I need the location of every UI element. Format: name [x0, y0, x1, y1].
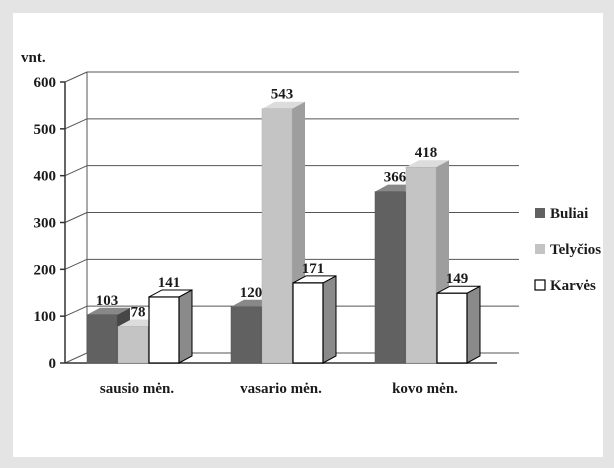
x-category-label: kovo mėn. [392, 381, 458, 397]
grid-line-diagonal [64, 258, 88, 270]
bar-front [405, 166, 437, 364]
y-tick-label: 200 [34, 262, 57, 278]
grid-line-diagonal [64, 305, 88, 317]
legend-label: Karvės [550, 278, 596, 294]
bar-top [87, 307, 130, 315]
legend-swatch [535, 208, 545, 218]
grid-line-diagonal [64, 212, 88, 223]
bar-karv-s [436, 285, 481, 364]
x-category-label: sausio mėn. [100, 381, 174, 397]
bar-front [117, 326, 149, 364]
bar-side [178, 289, 193, 364]
legend-swatch [534, 279, 546, 291]
y-tick-label: 500 [34, 122, 57, 138]
data-label: 149 [446, 271, 469, 287]
y-tick-label: 0 [49, 356, 57, 372]
bar-front [261, 108, 293, 364]
grid-line-diagonal [64, 352, 88, 364]
bar-karv-s [148, 289, 193, 364]
bar-tely-ios [261, 101, 305, 364]
data-label: 366 [384, 170, 407, 186]
y-tick-label: 100 [34, 309, 57, 325]
bar-front [230, 306, 262, 364]
bar-karv-s [292, 275, 337, 364]
y-tick-label: 600 [34, 75, 57, 91]
bar-front [86, 314, 118, 364]
grid-line-diagonal [64, 71, 88, 83]
legend-label: Telyčios [550, 242, 601, 258]
y-tick-label: 400 [34, 169, 57, 185]
bar-side [466, 285, 481, 364]
x-category-label: vasario mėn. [240, 381, 322, 397]
data-label: 103 [96, 293, 119, 309]
bar-side [322, 275, 337, 364]
data-label: 543 [271, 87, 294, 103]
y-axis-label: vnt. [21, 50, 46, 66]
grid-line-diagonal [64, 165, 88, 177]
data-label: 171 [302, 261, 325, 277]
data-label: 141 [158, 275, 181, 291]
data-label: 418 [415, 145, 438, 161]
bar-top [406, 160, 449, 168]
bar-chart: 0 100 200 300 400 500 600 vnt. sausio mėn. 103 78… [21, 50, 601, 397]
y-tick-label: 300 [34, 216, 57, 232]
bar-top [262, 101, 305, 109]
data-label: 120 [240, 285, 263, 301]
bar-front [292, 282, 324, 364]
legend-swatch [535, 244, 545, 254]
data-label: 78 [131, 304, 146, 320]
chart-frame: 0 100 200 300 400 500 600 vnt. sausio mėn. 103 78… [13, 13, 603, 457]
bar-front [374, 191, 406, 364]
bar-front [148, 296, 180, 364]
grid-line-diagonal [64, 118, 88, 130]
legend-label: Buliai [550, 206, 588, 222]
bar-front [436, 292, 468, 364]
